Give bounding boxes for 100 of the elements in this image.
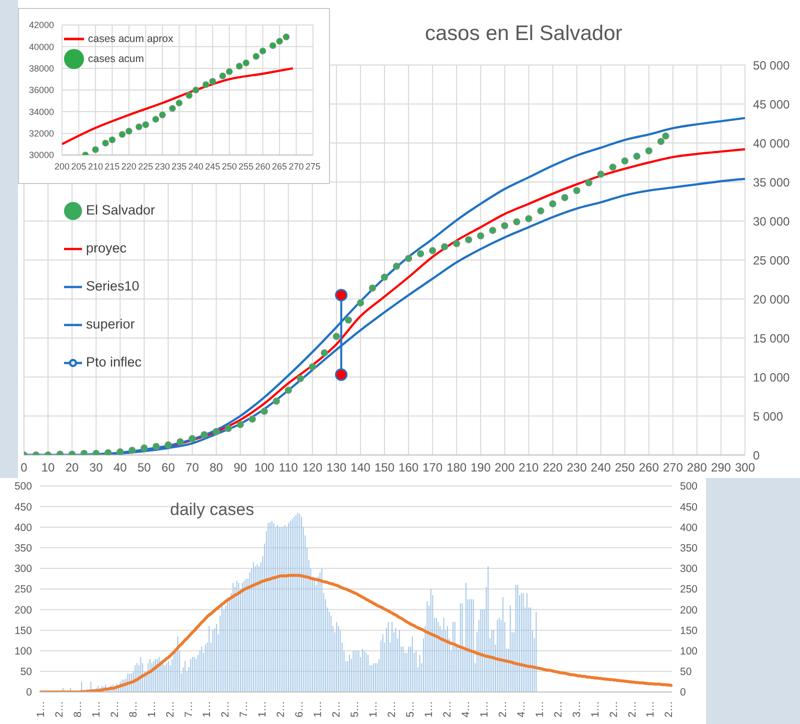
x-tick-label: 110 <box>278 460 298 475</box>
y-tick-label: 20 000 <box>753 292 790 306</box>
x-tick-label: 90 <box>234 460 248 475</box>
y2-tick-label: 350 <box>680 542 698 555</box>
legend-label: El Salvador <box>86 202 156 218</box>
x-tick-label: 30 <box>89 460 104 475</box>
x-tick-label: 230 <box>154 161 170 172</box>
x-tick-label: 160 <box>398 460 419 475</box>
x-tick-label: 235 <box>172 161 187 172</box>
x-tick-label: 200 <box>494 460 515 475</box>
y2-tick-label: 200 <box>680 604 698 616</box>
x-tick-label: 40 <box>113 460 128 475</box>
y-tick-label: 45 000 <box>753 97 790 112</box>
y2-tick-label: 0 <box>680 686 686 699</box>
y-tick-label: 36000 <box>28 85 54 96</box>
x-tick-label: 1… <box>422 701 435 718</box>
x-tick-label: 210 <box>88 161 103 172</box>
y2-tick-label: 250 <box>680 584 698 596</box>
x-tick-label: 6… <box>294 701 306 718</box>
text: daily cases <box>170 500 254 520</box>
y-tick-label: 200 <box>14 604 32 616</box>
x-tick-label: 250 <box>222 161 237 172</box>
y-tick-label: 40000 <box>28 42 54 52</box>
x-tick-label: 4… <box>515 701 528 718</box>
x-tick-label: 220 <box>121 161 136 172</box>
x-tick-label: 2… <box>53 701 66 718</box>
x-tick-label: 260 <box>638 460 660 475</box>
x-tick-label: 250 <box>614 460 636 475</box>
x-tick-label: 1… <box>368 701 380 718</box>
x-tick-label: 140 <box>350 460 371 475</box>
x-tick-label: 1… <box>34 701 47 718</box>
y2-tick-label: 400 <box>680 522 698 534</box>
x-tick-label: 2… <box>386 701 398 718</box>
x-tick-label: 100 <box>254 460 275 475</box>
x-tick-label: 130 <box>326 460 347 475</box>
x-tick-label: 225 <box>138 161 154 172</box>
x-tick-label: 220 <box>542 460 564 475</box>
y-tick-label: 500 <box>14 480 32 493</box>
x-tick-label: 2… <box>663 701 676 718</box>
x-tick-label: 2… <box>220 701 232 718</box>
y2-tick-label: 150 <box>680 624 698 637</box>
x-tick-label: 170 <box>422 460 443 475</box>
y-tick-label: 30000 <box>28 150 54 160</box>
x-tick-label: 7… <box>182 701 195 718</box>
x-tick-label: 5… <box>404 701 417 718</box>
x-tick-label: 1… <box>478 701 490 718</box>
x-tick-label: 2… <box>330 701 343 718</box>
x-tick-label: 10 <box>41 460 56 475</box>
x-tick-label: 5… <box>349 701 362 718</box>
y-tick-label: 32000 <box>28 128 54 139</box>
y-tick-label: 30 000 <box>753 214 790 228</box>
x-tick-label: 245 <box>205 161 220 172</box>
x-tick-label: 20 <box>65 460 80 475</box>
x-tick-label: 270 <box>288 161 304 172</box>
chart-title: casos en El Salvador <box>425 22 622 46</box>
legend-label: proyec <box>86 240 127 256</box>
x-tick-label: 240 <box>590 460 612 475</box>
x-tick-label: 190 <box>470 460 491 475</box>
x-tick-label: 2… <box>275 701 288 718</box>
x-tick-label: 80 <box>210 460 224 475</box>
x-tick-label: 180 <box>446 460 467 475</box>
y-tick-label: 450 <box>14 501 32 514</box>
y-tick-label: 38000 <box>28 64 54 74</box>
x-tick-label: 215 <box>104 161 120 172</box>
x-tick-label: 2… <box>108 701 121 718</box>
y-tick-label: 300 <box>14 563 32 576</box>
y-tick-label: 25 000 <box>753 253 790 268</box>
y-tick-label: 15 000 <box>753 331 790 346</box>
x-tick-label: 1… <box>201 701 214 718</box>
y-tick-label: 5 000 <box>753 409 784 424</box>
x-tick-label: 265 <box>272 161 288 172</box>
legend-label: cases acum <box>88 52 144 65</box>
x-tick-label: 230 <box>566 460 588 475</box>
x-tick-label: 8… <box>72 701 84 718</box>
x-tick-label: 200 <box>54 161 70 172</box>
x-tick-label: 255 <box>238 161 254 172</box>
x-tick-label: 290 <box>710 460 732 475</box>
x-tick-label: 260 <box>255 161 270 172</box>
x-tick-label: 120 <box>302 460 323 475</box>
y-tick-label: 150 <box>14 624 32 637</box>
x-tick-label: 4… <box>460 701 472 718</box>
x-tick-label: 60 <box>162 460 176 475</box>
y-tick-label: 35 000 <box>753 175 790 190</box>
x-tick-label: 1… <box>312 701 324 718</box>
x-tick-label: 2… <box>441 701 454 718</box>
x-tick-label: 270 <box>662 460 684 475</box>
y-tick-label: 50 000 <box>753 58 790 72</box>
y2-tick-label: 450 <box>680 501 698 514</box>
x-tick-label: 1… <box>146 701 158 718</box>
x-tick-label: 300 <box>734 460 756 475</box>
x-tick-label: 2… <box>496 701 509 718</box>
y2-tick-label: 500 <box>680 480 698 493</box>
y-tick-label: 350 <box>14 542 32 555</box>
y2-tick-label: 100 <box>680 646 698 658</box>
x-tick-label: 8… <box>127 701 140 718</box>
x-tick-label: 1… <box>256 701 269 718</box>
y-tick-label: 50 <box>20 666 32 678</box>
legend-label: Pto inflec <box>86 354 142 370</box>
x-tick-label: 150 <box>374 460 395 475</box>
x-tick-label: 50 <box>137 460 152 475</box>
